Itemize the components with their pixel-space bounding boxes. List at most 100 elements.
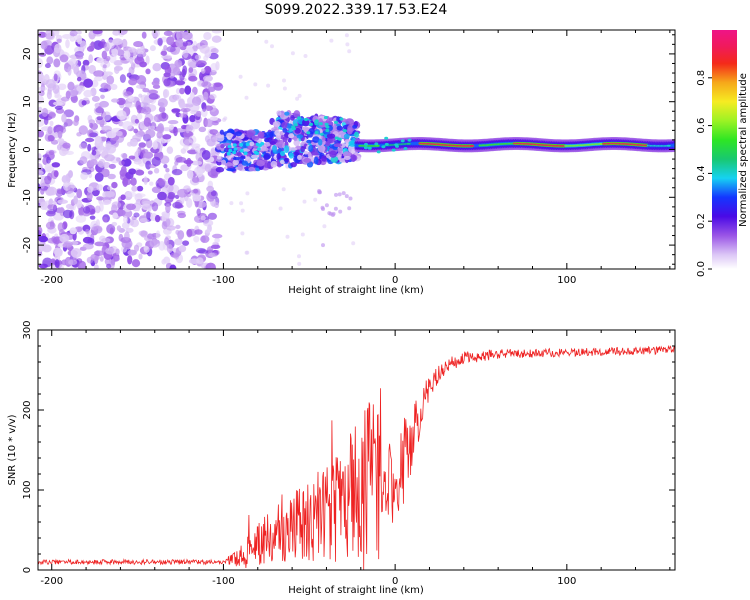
heatmap-cell: [256, 159, 265, 167]
heatmap-cell: [179, 73, 185, 81]
heatmap-cell: [106, 263, 112, 269]
heatmap-cell: [146, 211, 151, 220]
heatmap-cell: [251, 154, 259, 159]
heatmap-cell: [220, 143, 225, 149]
heatmap-cell: [48, 111, 56, 119]
heatmap-cell: [58, 147, 68, 157]
heatmap-cell: [210, 148, 217, 157]
spectrogram-x-tick-label: -100: [212, 275, 235, 286]
heatmap-cell: [469, 144, 475, 147]
heatmap-cell: [124, 231, 130, 241]
heatmap-cell: [174, 238, 183, 246]
heatmap-cell: [171, 108, 181, 113]
heatmap-cell: [311, 151, 320, 156]
colorbar-axis: 0.0 0.2 0.4 0.6 0.8: [696, 70, 712, 277]
heatmap-cell: [57, 83, 67, 91]
heatmap-cell: [51, 236, 57, 243]
heatmap-cell: [128, 168, 137, 175]
heatmap-cell: [174, 160, 179, 166]
heatmap-cell: [153, 167, 160, 174]
heatmap-cell: [211, 30, 222, 34]
heatmap-cell: [184, 85, 192, 95]
heatmap-cell: [293, 110, 301, 119]
heatmap-cell: [38, 226, 43, 235]
heatmap-cell: [672, 143, 675, 148]
heatmap-cell: [281, 121, 288, 129]
heatmap-cell: [272, 144, 277, 153]
heatmap-cell: [91, 149, 97, 156]
heatmap-cell: [123, 215, 128, 224]
heatmap-cell: [163, 72, 171, 78]
heatmap-cell: [141, 203, 152, 211]
heatmap-cell: [82, 236, 93, 244]
spectrogram-x-label: Height of straight line (km): [288, 285, 424, 296]
heatmap-cell: [336, 116, 341, 123]
heatmap-cell: [78, 142, 88, 150]
heatmap-cell: [143, 117, 151, 127]
heatmap-cell: [181, 124, 188, 130]
heatmap-cell: [314, 131, 319, 135]
heatmap-cell: [204, 65, 212, 74]
heatmap-cell: [68, 259, 78, 266]
heatmap-cell: [297, 93, 302, 98]
heatmap-cell: [162, 134, 172, 140]
heatmap-cell: [45, 210, 56, 217]
heatmap-cell: [223, 116, 228, 121]
heatmap-cell: [224, 162, 233, 167]
heatmap-cell: [282, 136, 288, 143]
heatmap-cell: [57, 222, 65, 232]
heatmap-cell: [43, 115, 49, 126]
heatmap-cell: [214, 249, 220, 256]
heatmap-cell: [63, 109, 74, 118]
heatmap-cell: [110, 258, 116, 266]
heatmap-cell: [152, 63, 162, 72]
heatmap-cell: [108, 163, 116, 169]
heatmap-cell: [394, 143, 399, 147]
heatmap-cell: [161, 213, 167, 223]
heatmap-cell: [343, 129, 347, 133]
heatmap-cell: [337, 147, 343, 154]
heatmap-cell: [111, 98, 119, 103]
heatmap-cell: [210, 190, 217, 197]
heatmap-cell: [110, 48, 116, 54]
snr-x-tick-label: 100: [557, 576, 576, 587]
heatmap-cell: [272, 120, 281, 127]
colorbar-gradient: [712, 30, 737, 269]
heatmap-cell: [302, 199, 307, 204]
heatmap-cell: [38, 170, 44, 176]
heatmap-cell: [121, 222, 130, 229]
heatmap-cell: [182, 31, 193, 40]
heatmap-cell: [245, 250, 250, 255]
heatmap-cell: [219, 129, 224, 135]
heatmap-cell: [306, 139, 312, 144]
heatmap-cell: [308, 144, 314, 152]
heatmap-cell: [329, 150, 337, 158]
heatmap-cell: [120, 165, 127, 174]
heatmap-cell: [203, 32, 212, 40]
heatmap-cell: [178, 244, 187, 253]
heatmap-cell: [157, 97, 168, 108]
heatmap-cell: [156, 125, 164, 134]
heatmap-cell: [69, 227, 77, 235]
heatmap-cell: [91, 95, 100, 102]
heatmap-cell: [269, 141, 276, 146]
heatmap-cell: [133, 41, 144, 48]
heatmap-cell: [173, 126, 178, 137]
heatmap-cell: [208, 52, 219, 60]
heatmap-cell: [216, 155, 222, 160]
heatmap-cell: [48, 198, 54, 205]
snr-panel: -200 -100 0 100 0 100 200 300 Height of straigh…: [7, 320, 676, 596]
heatmap-cell: [123, 91, 133, 97]
heatmap-cell: [215, 61, 220, 71]
heatmap-cell: [135, 148, 141, 157]
heatmap-cell: [188, 135, 197, 144]
heatmap-cell: [245, 191, 250, 196]
heatmap-cell: [94, 153, 100, 160]
heatmap-cell: [145, 68, 151, 75]
heatmap-cell: [88, 64, 97, 74]
heatmap-cell: [168, 94, 178, 103]
heatmap-cell: [204, 229, 211, 234]
heatmap-cell: [59, 54, 69, 63]
heatmap-cell: [57, 131, 63, 139]
